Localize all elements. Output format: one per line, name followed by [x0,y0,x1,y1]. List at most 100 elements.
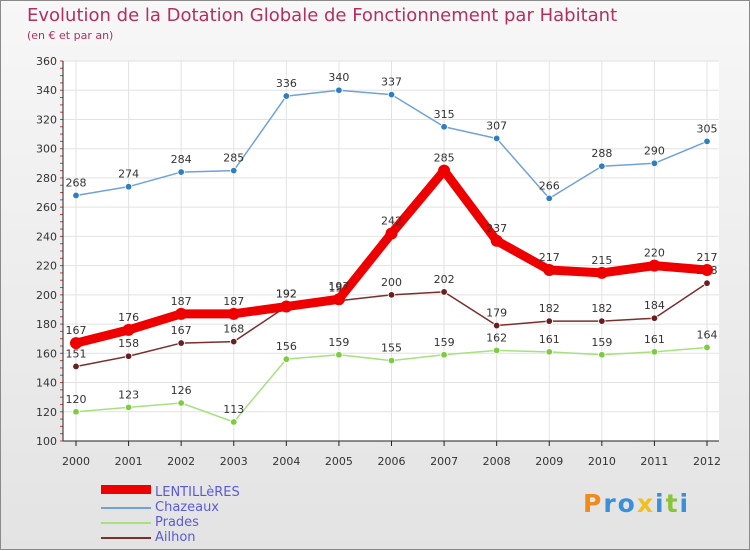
data-label-prades: 162 [486,331,507,344]
data-label-chazeaux: 305 [697,122,718,135]
data-point-lentillres [490,234,503,247]
y-tick-label: 260 [36,201,57,214]
data-label-ailhon: 202 [434,273,455,286]
y-tick-label: 100 [36,435,57,448]
data-label-prades: 159 [434,336,455,349]
data-label-ailhon: 200 [381,276,402,289]
data-point-lentillres [595,266,608,279]
data-point-lentillres [701,264,713,276]
data-label-prades: 161 [644,333,665,346]
legend-swatch-prades [101,522,151,524]
data-point-lentillres [227,307,240,320]
legend-swatch-ailhon [101,537,151,539]
data-point-lentillres [385,227,398,240]
data-point-prades [282,355,291,363]
data-point-chazeaux [703,137,711,146]
y-tick-label: 300 [36,143,57,156]
logo-letter: i [655,489,666,518]
logo-letter: t [665,489,680,518]
data-point-lentillres [332,293,345,306]
data-label-chazeaux: 315 [434,108,455,121]
data-label-ailhon: 184 [644,299,665,312]
x-tick-label: 2011 [640,455,668,468]
data-point-chazeaux [177,168,185,176]
data-point-prades [72,408,80,416]
data-point-chazeaux [492,134,501,143]
data-label-chazeaux: 274 [118,168,139,181]
data-label-prades: 123 [118,388,139,401]
data-label-lentillres: 285 [434,152,455,165]
data-label-ailhon: 151 [66,347,87,360]
legend-label-chazeaux: Chazeaux [155,500,220,515]
data-point-lentillres [122,323,135,336]
data-point-chazeaux [440,123,448,131]
data-point-chazeaux [72,191,80,200]
data-point-chazeaux [124,182,133,191]
data-point-prades [650,348,659,356]
chart-title: Evolution de la Dotation Globale de Fonc… [27,5,618,26]
data-point-lentillres [175,307,188,320]
y-tick-label: 160 [36,347,57,360]
data-label-ailhon: 182 [539,302,560,315]
data-label-lentillres: 187 [223,295,244,308]
data-label-chazeaux: 268 [66,176,87,189]
data-label-lentillres: 167 [66,324,87,337]
x-tick-label: 2000 [62,455,90,468]
data-label-chazeaux: 336 [276,77,297,90]
data-point-prades [177,399,185,407]
y-tick-label: 280 [36,172,57,185]
data-point-ailhon [387,291,396,299]
data-label-prades: 126 [171,384,192,397]
logo-letter: P [583,489,604,518]
data-label-lentillres: 217 [697,251,718,264]
x-tick-label: 2006 [378,455,406,468]
data-label-lentillres: 220 [644,247,665,260]
data-point-prades [598,351,606,359]
data-point-lentillres [543,264,556,276]
data-label-chazeaux: 285 [223,152,244,165]
data-label-ailhon: 158 [118,337,139,350]
y-tick-label: 180 [36,318,57,331]
data-label-prades: 159 [328,336,349,349]
x-tick-label: 2007 [430,455,458,468]
x-tick-label: 2005 [325,455,353,468]
data-label-lentillres: 187 [171,295,192,308]
chart-subtitle: (en € et par an) [27,29,114,42]
y-tick-label: 140 [36,377,57,390]
data-point-ailhon [440,288,448,296]
data-label-chazeaux: 290 [644,144,665,157]
data-point-prades [703,343,711,352]
data-label-prades: 113 [223,403,244,416]
data-label-prades: 159 [591,336,612,349]
data-label-lentillres: 215 [591,254,612,267]
data-point-ailhon [492,321,501,330]
data-point-chazeaux [545,194,553,203]
data-label-prades: 164 [697,328,718,341]
data-label-lentillres: 176 [118,311,139,324]
data-label-ailhon: 192 [276,288,297,301]
legend-label-prades: Prades [155,515,199,530]
data-point-ailhon [545,317,553,325]
x-tick-label: 2003 [220,455,248,468]
legend-swatch-chazeaux [101,507,151,509]
data-point-chazeaux [230,166,238,175]
data-point-prades [440,351,448,359]
data-label-chazeaux: 337 [381,76,402,89]
data-label-chazeaux: 307 [486,119,507,132]
legend-label-ailhon: Ailhon [155,530,196,545]
data-point-chazeaux [650,159,659,168]
data-point-lentillres [438,164,451,177]
data-label-chazeaux: 284 [171,153,192,166]
data-label-chazeaux: 288 [591,147,612,160]
data-point-chazeaux [335,86,343,94]
data-label-ailhon: 182 [591,302,612,315]
logo-letter: x [636,489,655,518]
legend-label-lentilleres: LENTILLèRES [155,485,240,500]
x-tick-label: 2012 [693,455,721,468]
data-label-prades: 155 [381,342,402,355]
logo-letter: i [679,489,691,518]
x-tick-label: 2002 [167,455,195,468]
logo-letter: o [617,489,637,518]
data-label-ailhon: 179 [486,307,507,320]
